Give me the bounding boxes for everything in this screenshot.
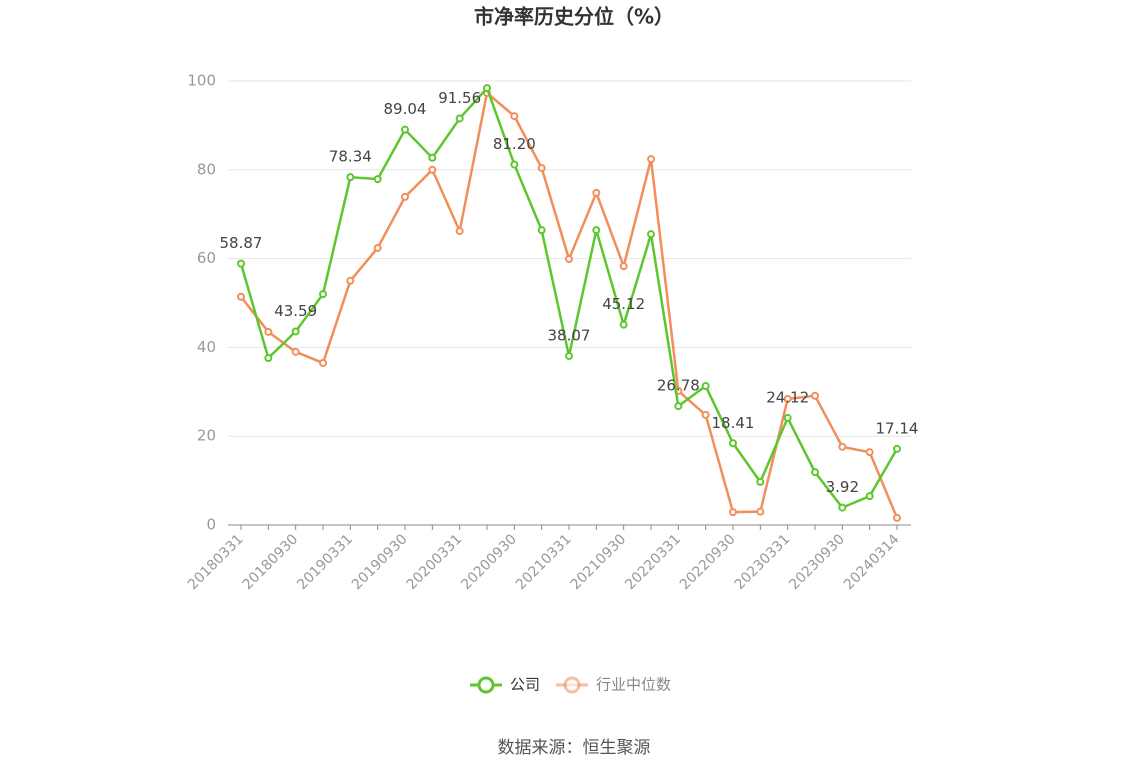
point bbox=[565, 351, 573, 360]
point bbox=[346, 276, 355, 285]
data-label: 17.14 bbox=[876, 419, 919, 437]
data-label: 89.04 bbox=[384, 100, 427, 118]
point bbox=[455, 114, 464, 123]
data-label: 24.12 bbox=[766, 388, 809, 406]
data-label: 18.41 bbox=[712, 414, 755, 432]
x-tick-label: 20230331 bbox=[732, 531, 794, 593]
x-tick-label: 20180930 bbox=[240, 531, 302, 593]
legend-label: 公司 bbox=[510, 676, 540, 694]
point bbox=[592, 188, 601, 197]
point bbox=[565, 255, 573, 264]
point bbox=[865, 492, 874, 501]
point bbox=[264, 327, 273, 336]
point bbox=[701, 382, 710, 391]
source: 数据来源：恒生聚源 bbox=[498, 738, 651, 758]
point bbox=[893, 513, 901, 522]
y-tick-label: 100 bbox=[187, 72, 216, 90]
point bbox=[455, 227, 464, 236]
point bbox=[537, 226, 546, 235]
data-label: 91.56 bbox=[438, 89, 481, 107]
point bbox=[756, 477, 765, 486]
data-label: 3.92 bbox=[826, 478, 859, 496]
point bbox=[373, 175, 382, 184]
data-label: 78.34 bbox=[329, 148, 372, 166]
y-tick-label: 80 bbox=[197, 160, 216, 178]
point bbox=[756, 507, 765, 516]
point bbox=[537, 164, 546, 173]
point bbox=[838, 503, 847, 512]
data-label: 38.07 bbox=[548, 326, 591, 344]
point bbox=[428, 165, 437, 174]
x-tick-label: 20230930 bbox=[786, 531, 848, 593]
data-label: 58.87 bbox=[220, 234, 263, 252]
point bbox=[510, 112, 519, 121]
point bbox=[346, 173, 355, 182]
legend-label: 行业中位数 bbox=[596, 676, 671, 694]
point bbox=[592, 226, 601, 235]
point bbox=[893, 444, 901, 453]
point bbox=[701, 410, 710, 419]
x-tick-label: 20220930 bbox=[677, 531, 739, 593]
point bbox=[264, 354, 273, 363]
data-label: 81.20 bbox=[493, 135, 536, 153]
point bbox=[428, 153, 437, 162]
data-label: 45.12 bbox=[602, 295, 645, 313]
x-tick-label: 20200930 bbox=[458, 531, 520, 593]
point bbox=[619, 262, 628, 271]
point bbox=[291, 327, 300, 336]
legend-marker bbox=[563, 676, 581, 694]
x-tick-label: 20180331 bbox=[185, 531, 247, 593]
y-tick-label: 40 bbox=[197, 338, 216, 356]
point bbox=[865, 448, 874, 457]
point bbox=[729, 508, 737, 517]
x-tick-label: 20240314 bbox=[841, 531, 903, 593]
point bbox=[619, 320, 628, 329]
x-tick-label: 20190930 bbox=[349, 531, 411, 593]
point bbox=[783, 394, 792, 403]
point bbox=[401, 125, 409, 134]
point bbox=[729, 439, 737, 448]
point bbox=[811, 391, 819, 400]
point bbox=[401, 192, 409, 201]
y-tick-label: 60 bbox=[197, 249, 216, 267]
data-label: 43.59 bbox=[274, 302, 317, 320]
point bbox=[783, 413, 792, 422]
point bbox=[291, 347, 300, 356]
point bbox=[647, 155, 655, 164]
y-tick-label: 0 bbox=[206, 516, 216, 534]
point bbox=[319, 290, 327, 299]
point bbox=[674, 402, 683, 411]
point bbox=[838, 442, 847, 451]
point bbox=[811, 468, 819, 477]
point bbox=[647, 230, 655, 239]
x-tick-label: 20190331 bbox=[294, 531, 356, 593]
point bbox=[483, 84, 491, 93]
x-tick-label: 20220331 bbox=[622, 531, 684, 593]
point bbox=[319, 358, 327, 367]
point bbox=[373, 243, 382, 252]
point bbox=[237, 259, 245, 268]
point bbox=[237, 292, 245, 301]
x-tick-label: 20210331 bbox=[513, 531, 575, 593]
data-label: 26.78 bbox=[657, 377, 700, 395]
x-tick-label: 20210930 bbox=[568, 531, 630, 593]
chart-title: 市净率历史分位（%） bbox=[474, 5, 674, 29]
point bbox=[510, 160, 519, 169]
legend-marker bbox=[477, 676, 495, 694]
x-tick-label: 20200331 bbox=[404, 531, 466, 593]
y-tick-label: 20 bbox=[197, 427, 216, 445]
